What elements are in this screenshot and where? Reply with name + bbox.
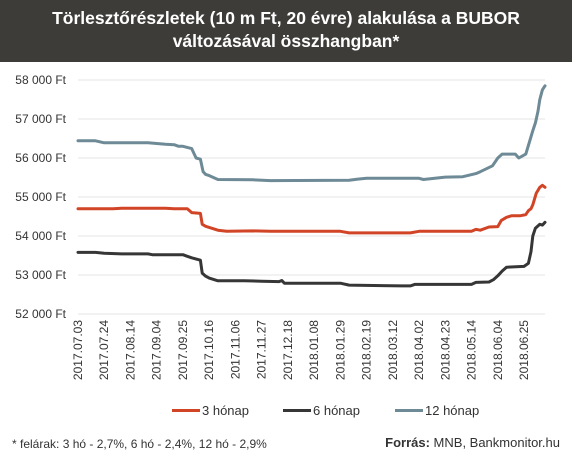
x-tick-label: 2018.01.29 (333, 320, 347, 380)
y-tick-label: 53 000 Ft (15, 268, 66, 282)
x-tick-label: 2018.05.14 (465, 320, 479, 380)
x-tick-label: 2018.06.04 (491, 320, 505, 380)
legend-swatch-6-honap (283, 409, 311, 413)
chart-title-line-1: Törlesztőrészletek (10 m Ft, 20 évre) al… (52, 8, 520, 28)
legend-label-6-honap: 6 hónap (313, 403, 360, 418)
x-tick-label: 2017.09.25 (176, 320, 190, 380)
y-tick-label: 56 000 Ft (15, 151, 66, 165)
x-tick-label: 2017.12.18 (281, 320, 295, 380)
series-line-s6 (76, 220, 547, 288)
x-tick-label: 2018.04.02 (412, 320, 426, 380)
x-tick-label: 2018.03.12 (386, 320, 400, 380)
x-tick-label: 2017.11.06 (228, 320, 242, 379)
x-tick-label: 2017.08.14 (123, 320, 137, 380)
x-tick-label: 2017.09.04 (150, 320, 164, 380)
y-tick-label: 57 000 Ft (15, 112, 66, 126)
x-tick-label: 2017.07.03 (71, 320, 85, 380)
series-line-s12 (76, 84, 547, 183)
legend-label-12-honap: 12 hónap (425, 403, 480, 418)
legend-swatch-12-honap (395, 409, 423, 413)
y-tick-label: 58 000 Ft (15, 73, 66, 87)
chart-title: Törlesztőrészletek (10 m Ft, 20 évre) al… (0, 0, 572, 62)
legend-item-6-honap: 6 hónap (283, 403, 360, 418)
x-tick-label: 2018.01.08 (307, 320, 321, 380)
y-tick-label: 55 000 Ft (15, 190, 66, 204)
legend-item-3-honap: 3 hónap (172, 403, 249, 418)
x-tick-label: 2018.02.19 (360, 320, 374, 380)
legend-item-12-honap: 12 hónap (395, 403, 479, 418)
x-tick-label: 2017.07.24 (97, 320, 111, 380)
x-tick-label: 2017.11.27 (255, 320, 269, 379)
source-credit: Forrás: MNB, Bankmonitor.hu (385, 435, 560, 450)
source-text: MNB, Bankmonitor.hu (429, 435, 560, 450)
legend-label-3-honap: 3 hónap (202, 403, 249, 418)
series-line-s3 (76, 183, 547, 235)
x-tick-label: 2018.06.25 (517, 320, 531, 380)
x-tick-label: 2018.04.23 (438, 320, 452, 380)
line-chart: 52 000 Ft 53 000 Ft 54 000 Ft 55 000 Ft 56 0… (15, 73, 547, 380)
legend-swatch-3-honap (172, 409, 200, 413)
y-tick-label: 54 000 Ft (15, 229, 66, 243)
footnote: * felárak: 3 hó - 2,7%, 6 hó - 2,4%, 12 … (12, 437, 267, 451)
y-tick-label: 52 000 Ft (15, 307, 66, 321)
source-label: Forrás: (385, 435, 430, 450)
chart-title-line-2: változásával összhangban* (172, 31, 400, 51)
x-tick-label: 2017.10.16 (202, 320, 216, 380)
chart-legend: 3 hónap 6 hónap 12 hónap (0, 403, 572, 423)
